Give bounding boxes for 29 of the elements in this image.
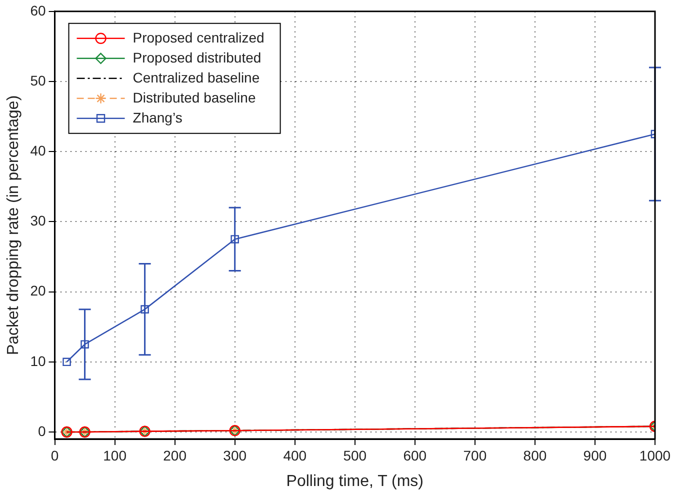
legend-label: Proposed distributed [132, 49, 262, 66]
y-tick-label: 40 [30, 142, 46, 158]
x-tick-label: 500 [343, 447, 367, 464]
y-tick-label: 30 [30, 212, 46, 229]
x-tick-label: 100 [103, 447, 127, 464]
x-tick-label: 200 [163, 447, 187, 464]
legend-label: Centralized baseline [132, 69, 260, 86]
y-tick-label: 10 [30, 352, 46, 369]
y-tick-label: 60 [30, 2, 46, 18]
legend-label: Proposed centralized [132, 29, 264, 46]
x-tick-label: 800 [523, 447, 547, 464]
point [140, 305, 149, 314]
point [80, 340, 89, 349]
point [62, 358, 71, 366]
x-tick-label: 900 [583, 447, 607, 464]
x-tick-label: 400 [283, 447, 307, 464]
y-tick-label: 0 [38, 422, 46, 439]
x-tick-label: 600 [403, 447, 427, 464]
x-tick-label: 300 [223, 447, 247, 464]
point [230, 235, 239, 244]
legend-label: Zhang’s [132, 109, 182, 126]
y-tick-label: 50 [30, 72, 46, 88]
x-tick-label: 0 [50, 447, 59, 464]
x-tick-label: 700 [463, 447, 487, 464]
x-tick-label: 1000 [639, 447, 671, 464]
legend-label: Distributed baseline [132, 89, 256, 106]
x-axis-title: Polling time, T (ms) [286, 472, 424, 490]
y-axis-title: Packet dropping rate (in percentage) [5, 95, 22, 356]
y-tick-label: 20 [30, 282, 46, 299]
